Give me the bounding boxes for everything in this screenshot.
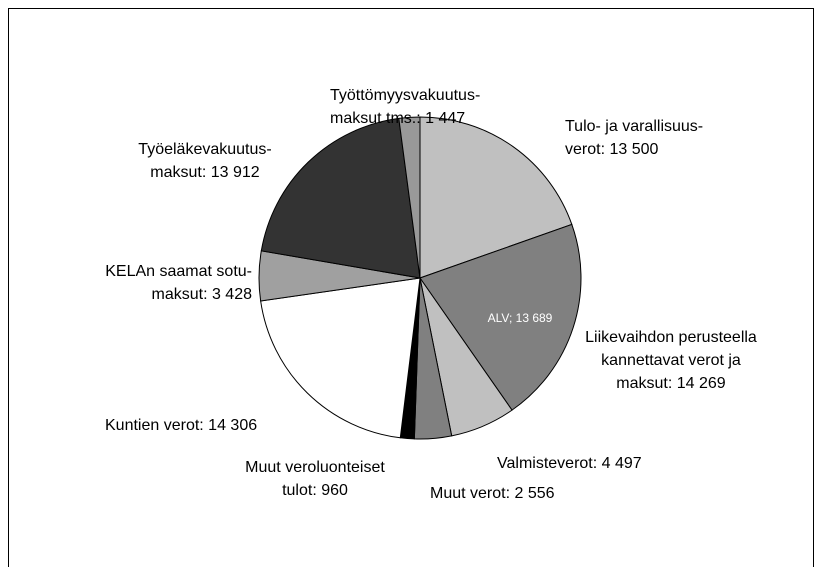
slice-label: KELAn saamat sotu- [105, 263, 252, 280]
slice-label: Tulo- ja varallisuus- [565, 118, 703, 135]
slice-label: kannettavat verot ja [601, 352, 741, 369]
slice-label: maksut: 3 428 [152, 286, 253, 303]
slice-label: Työeläkevakuutus- [138, 141, 271, 158]
slice-label: Liikevaihdon perusteella [585, 329, 757, 346]
slice-label: Kuntien verot: 14 306 [105, 417, 257, 434]
annotation: ALV; 13 689 [488, 311, 553, 325]
slice-label: maksut: 13 912 [150, 164, 260, 181]
slice-label: Valmisteverot: 4 497 [497, 455, 642, 472]
slice-label: Työttömyysvakuutus- [330, 87, 480, 104]
slice-label: verot: 13 500 [565, 141, 659, 158]
pie-slice [260, 117, 421, 279]
pie-slice [419, 223, 582, 411]
chart-frame [8, 8, 814, 567]
slice-label: maksut: 14 269 [616, 375, 726, 392]
slice-label: Muut veroluonteiset [245, 459, 385, 476]
pie-slice [398, 116, 421, 279]
slice-label: maksut tms.: 1 447 [330, 110, 465, 127]
slice-label: Muut verot: 2 556 [430, 485, 555, 502]
slice-label: tulot: 960 [282, 482, 348, 499]
pie-slice [260, 277, 421, 439]
